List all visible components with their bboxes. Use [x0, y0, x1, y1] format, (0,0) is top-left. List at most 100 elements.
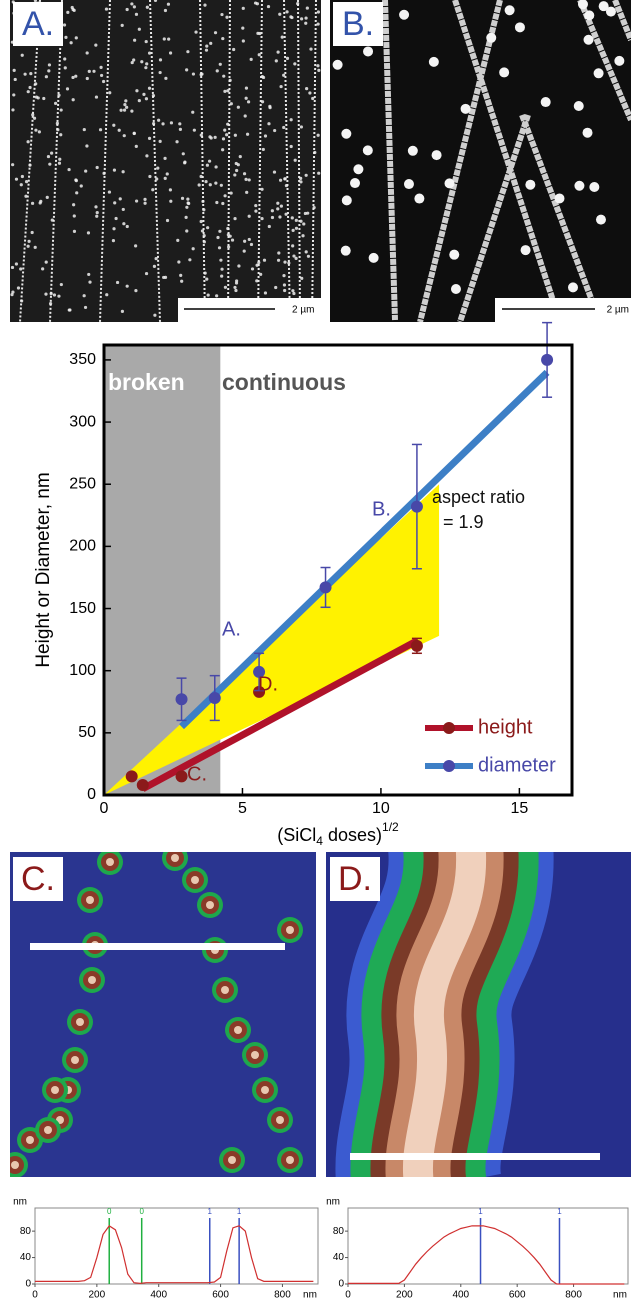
y-tick-label: 80 — [333, 1226, 345, 1237]
particle — [180, 280, 183, 283]
particle — [295, 227, 298, 230]
y-tick-label: 0 — [87, 786, 96, 803]
particle — [15, 262, 18, 265]
particle — [60, 108, 63, 111]
particle — [56, 128, 59, 131]
particle — [444, 178, 454, 188]
particle — [363, 145, 373, 155]
legend-label: diameter — [478, 754, 556, 776]
particle — [305, 87, 308, 90]
particle — [525, 180, 535, 190]
particle — [181, 197, 184, 200]
particle — [119, 109, 122, 112]
particle — [200, 175, 203, 178]
particle — [282, 74, 285, 77]
particle — [94, 205, 97, 208]
particle — [124, 99, 127, 102]
particle — [261, 75, 264, 78]
particle-core — [86, 896, 94, 904]
particle — [27, 90, 30, 93]
fit-line — [182, 372, 548, 726]
particle — [145, 40, 148, 43]
particle — [243, 172, 246, 175]
particle — [41, 267, 44, 270]
particle — [280, 205, 283, 208]
particle — [152, 122, 155, 125]
particle — [142, 93, 145, 96]
particle — [292, 229, 295, 232]
data-point — [126, 770, 138, 782]
particle — [505, 5, 515, 15]
particle — [220, 184, 223, 187]
particle — [285, 10, 288, 13]
particle — [27, 245, 30, 248]
particle — [11, 163, 14, 166]
x-tick-label: 0 — [345, 1290, 351, 1301]
y-tick-label: 300 — [69, 413, 96, 430]
image-a: 2 µm — [10, 0, 321, 322]
particle — [185, 216, 188, 219]
particle — [11, 266, 14, 269]
legend-marker — [443, 760, 455, 772]
particle — [283, 283, 286, 286]
particle-core — [261, 1086, 269, 1094]
particle-core — [44, 1126, 52, 1134]
y-tick-label: 40 — [20, 1252, 32, 1263]
y-tick-label: 250 — [69, 475, 96, 492]
particle — [316, 64, 319, 67]
particle — [99, 66, 102, 69]
particle — [204, 180, 207, 183]
annotation: A. — [222, 618, 241, 640]
particle — [214, 136, 217, 139]
particle — [404, 179, 414, 189]
particle — [243, 240, 246, 243]
particle — [224, 194, 227, 197]
particle — [177, 260, 180, 263]
particle — [20, 183, 23, 186]
particle — [219, 259, 222, 262]
particle — [299, 220, 302, 223]
particle — [34, 246, 37, 249]
particle — [39, 201, 42, 204]
particle — [31, 113, 34, 116]
particle — [159, 58, 162, 61]
particle — [606, 7, 616, 17]
particle — [67, 168, 70, 171]
cursor-label: 1 — [237, 1207, 242, 1216]
particle — [118, 129, 121, 132]
particle — [134, 289, 137, 292]
particle — [306, 6, 309, 9]
particle — [594, 68, 604, 78]
particle — [183, 161, 186, 164]
particle — [245, 191, 248, 194]
data-point — [137, 779, 149, 791]
particle — [305, 174, 308, 177]
particle — [214, 165, 217, 168]
particle — [31, 202, 34, 205]
particle — [221, 148, 224, 151]
particle — [574, 181, 584, 191]
particle — [14, 78, 17, 81]
particle-core — [106, 858, 114, 866]
y-tick-label: 0 — [338, 1279, 344, 1290]
particle — [300, 125, 303, 128]
particle — [216, 69, 219, 72]
x-tick-label: 0 — [100, 800, 109, 817]
particle — [122, 170, 125, 173]
cursor-label: 1 — [557, 1207, 562, 1216]
particle — [223, 129, 226, 132]
particle — [313, 151, 316, 154]
annotation: C. — [187, 763, 207, 785]
particle — [268, 106, 271, 109]
particle — [11, 291, 14, 294]
particle — [299, 177, 302, 180]
particle — [341, 246, 351, 256]
particle — [206, 164, 209, 167]
particle — [167, 3, 170, 6]
particle — [166, 172, 169, 175]
particle — [152, 94, 155, 97]
particle — [307, 255, 310, 258]
particle — [220, 268, 223, 271]
particle — [140, 60, 143, 63]
y-tick-label: 40 — [333, 1252, 345, 1263]
